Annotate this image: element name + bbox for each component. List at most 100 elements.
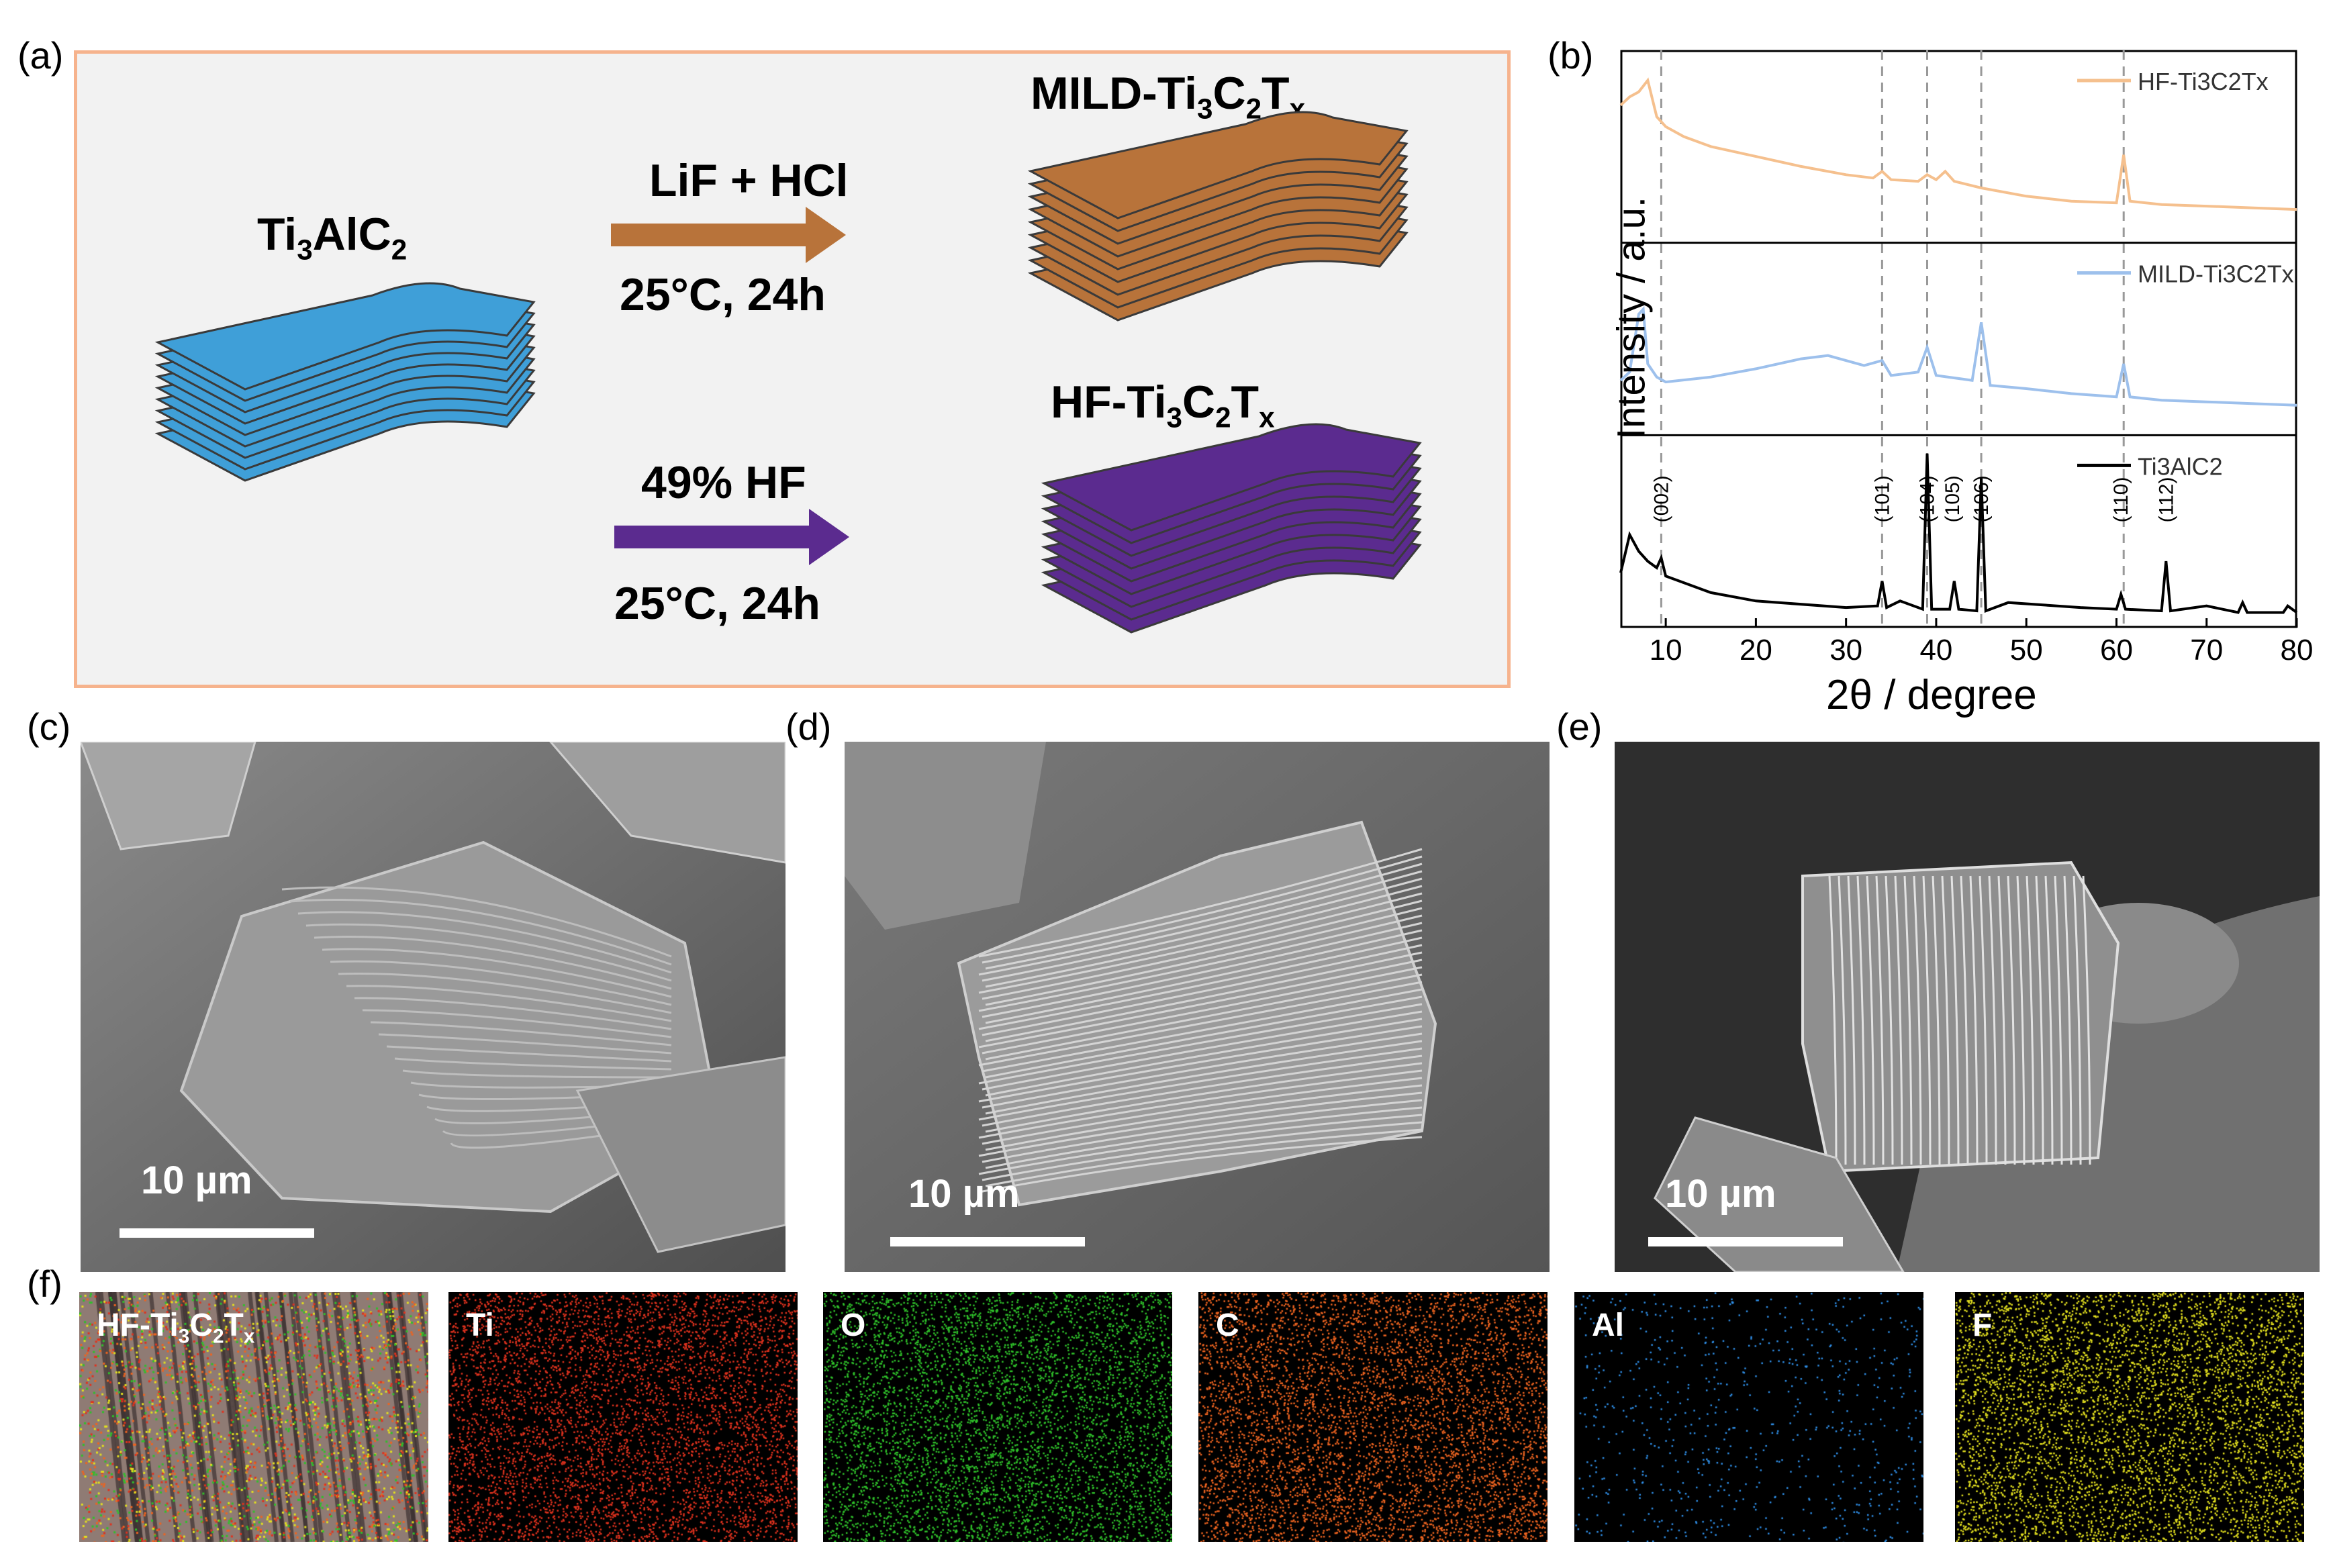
sem-e-lamella — [2063, 875, 2073, 1165]
sem-e-scale-bar — [1648, 1237, 1843, 1246]
sem-c-striation — [338, 972, 672, 1014]
sem-d-lamella — [978, 1047, 1423, 1121]
sem-d-lamella — [985, 1062, 1423, 1133]
sem-e-lamella — [1894, 875, 1903, 1165]
xrd-series-line — [1619, 305, 2297, 407]
panel-label-b: (b) — [1548, 34, 1594, 77]
eds-map-ti-canvas — [448, 1292, 798, 1542]
xrd-peak-label: (104) — [1917, 475, 1939, 522]
sem-d-scale-bar — [890, 1237, 1085, 1246]
eds-map-overview: HF-Ti3C2Tx — [79, 1292, 428, 1542]
sem-c-striation — [322, 948, 672, 998]
sem-c-striation — [289, 899, 672, 966]
route2-condition: 25°C, 24h — [614, 578, 820, 629]
sem-e-lamella — [1932, 875, 1941, 1165]
xrd-y-axis-label: Intensity / a.u. — [1609, 196, 1654, 440]
eds-map-o-label: O — [841, 1308, 866, 1343]
sem-e-lamella — [1960, 875, 1969, 1165]
sem-image-e: 10 µm — [1615, 742, 2320, 1272]
sem-e-lamella — [2016, 875, 2026, 1165]
sem-e-lamella — [1828, 875, 1838, 1165]
sem-d-lamella — [985, 907, 1423, 1006]
panel-label-e: (e) — [1556, 705, 1603, 748]
sem-d-lamella — [978, 892, 1423, 994]
sem-c-striation — [394, 1057, 672, 1071]
sem-d-lamella — [978, 959, 1423, 1048]
sem-e-lamella — [1847, 875, 1856, 1165]
xrd-x-tick-label: 40 — [1919, 634, 1952, 667]
sem-d-lamella — [982, 922, 1423, 1018]
sem-d-lamella — [982, 1010, 1423, 1091]
stack-purple-layer — [1041, 423, 1422, 532]
xrd-chart: HF-Ti3C2Tx MILD-Ti3C2Tx Ti3AlC2 (002) (101) (… — [1619, 50, 2313, 667]
xrd-x-tick-label: 80 — [2281, 634, 2314, 667]
panel-label-a: (a) — [17, 34, 64, 77]
precursor-label: Ti3AlC2 — [257, 209, 408, 266]
sem-d-lamella — [978, 870, 1423, 976]
sem-e-lamella — [1913, 875, 1922, 1165]
sem-d-lamella — [985, 1084, 1423, 1151]
sem-e-lamella — [2007, 875, 2016, 1165]
sem-d-lamella — [985, 885, 1423, 988]
sem-c-striation — [362, 1009, 672, 1038]
mild-stack — [1027, 111, 1409, 322]
sem-d-lamella — [982, 1055, 1423, 1127]
sem-e-lamella — [1856, 875, 1866, 1165]
xrd-x-tick-label: 30 — [1829, 634, 1862, 667]
sem-e-lamella — [1950, 875, 1960, 1165]
sem-c-scale-bar — [120, 1228, 314, 1238]
stack-brown-layer — [1027, 111, 1409, 219]
sem-d-lamella — [982, 877, 1423, 982]
xrd-x-axis-label: 2θ / degree — [1826, 672, 2037, 718]
eds-map-f: F — [1955, 1292, 2304, 1542]
sem-e-texture — [1615, 742, 2320, 1272]
xrd-peak-label: (101) — [1871, 475, 1893, 522]
sem-d-lamella — [978, 1003, 1423, 1085]
eds-map-al-label: Al — [1592, 1308, 1624, 1343]
xrd-x-tick-label: 70 — [2190, 634, 2223, 667]
sem-d-lamella — [982, 988, 1423, 1073]
eds-map-o-canvas — [823, 1292, 1172, 1542]
xrd-x-tick-label: 10 — [1650, 634, 1682, 667]
sem-c-striation — [330, 960, 672, 1006]
sem-e-lamella — [1979, 875, 1988, 1165]
xrd-legend-label: Ti3AlC2 — [2138, 452, 2223, 480]
eds-map-overview-canvas — [79, 1292, 428, 1542]
sem-e-lamella — [1969, 875, 1979, 1165]
sem-e-lamella — [1988, 875, 1997, 1165]
sem-d-lamella — [982, 1077, 1423, 1145]
sem-d-lamella — [985, 1040, 1423, 1115]
sem-e-lamella — [1922, 875, 1932, 1165]
sem-c-striation — [402, 1069, 672, 1079]
xrd-peak-label: (105) — [1942, 475, 1964, 522]
xrd-peak-label: (002) — [1650, 475, 1672, 522]
sem-e-lamella — [2035, 875, 2044, 1165]
hf-stack — [1041, 423, 1422, 634]
xrd-peak-label: (112) — [2155, 477, 2177, 523]
xrd-x-tick-label: 50 — [2010, 634, 2043, 667]
eds-map-c: C — [1198, 1292, 1548, 1542]
panel-label-c: (c) — [27, 705, 71, 748]
sem-d-lamella — [982, 966, 1423, 1055]
sem-e-lamella — [1866, 875, 1875, 1165]
sem-image-d: 10 µm — [845, 742, 1550, 1272]
xrd-x-tick-label: 60 — [2100, 634, 2133, 667]
xrd-frame — [1620, 50, 2297, 628]
sem-e-lamella — [1838, 875, 1847, 1165]
xrd-peak-label: (106) — [1970, 475, 1993, 522]
route1-condition: 25°C, 24h — [620, 269, 826, 320]
sem-d-lamella — [985, 863, 1423, 970]
xrd-legend-label: MILD-Ti3C2Tx — [2138, 260, 2294, 288]
sem-c-striation — [297, 911, 672, 974]
xrd-series-line — [1619, 453, 2298, 614]
sem-e-lamella — [1941, 875, 1950, 1165]
eds-map-overview-label: HF-Ti3C2Tx — [97, 1308, 255, 1348]
sem-d-lamella — [978, 1069, 1423, 1139]
schematic-graphics — [154, 111, 1422, 634]
sem-c-striation — [354, 997, 672, 1030]
sem-d-texture — [845, 742, 1550, 1272]
sem-e-lamella — [2054, 875, 2063, 1165]
sem-e-lamella — [1885, 875, 1894, 1165]
eds-map-c-label: C — [1216, 1308, 1239, 1343]
xrd-series-line — [1619, 77, 2297, 211]
